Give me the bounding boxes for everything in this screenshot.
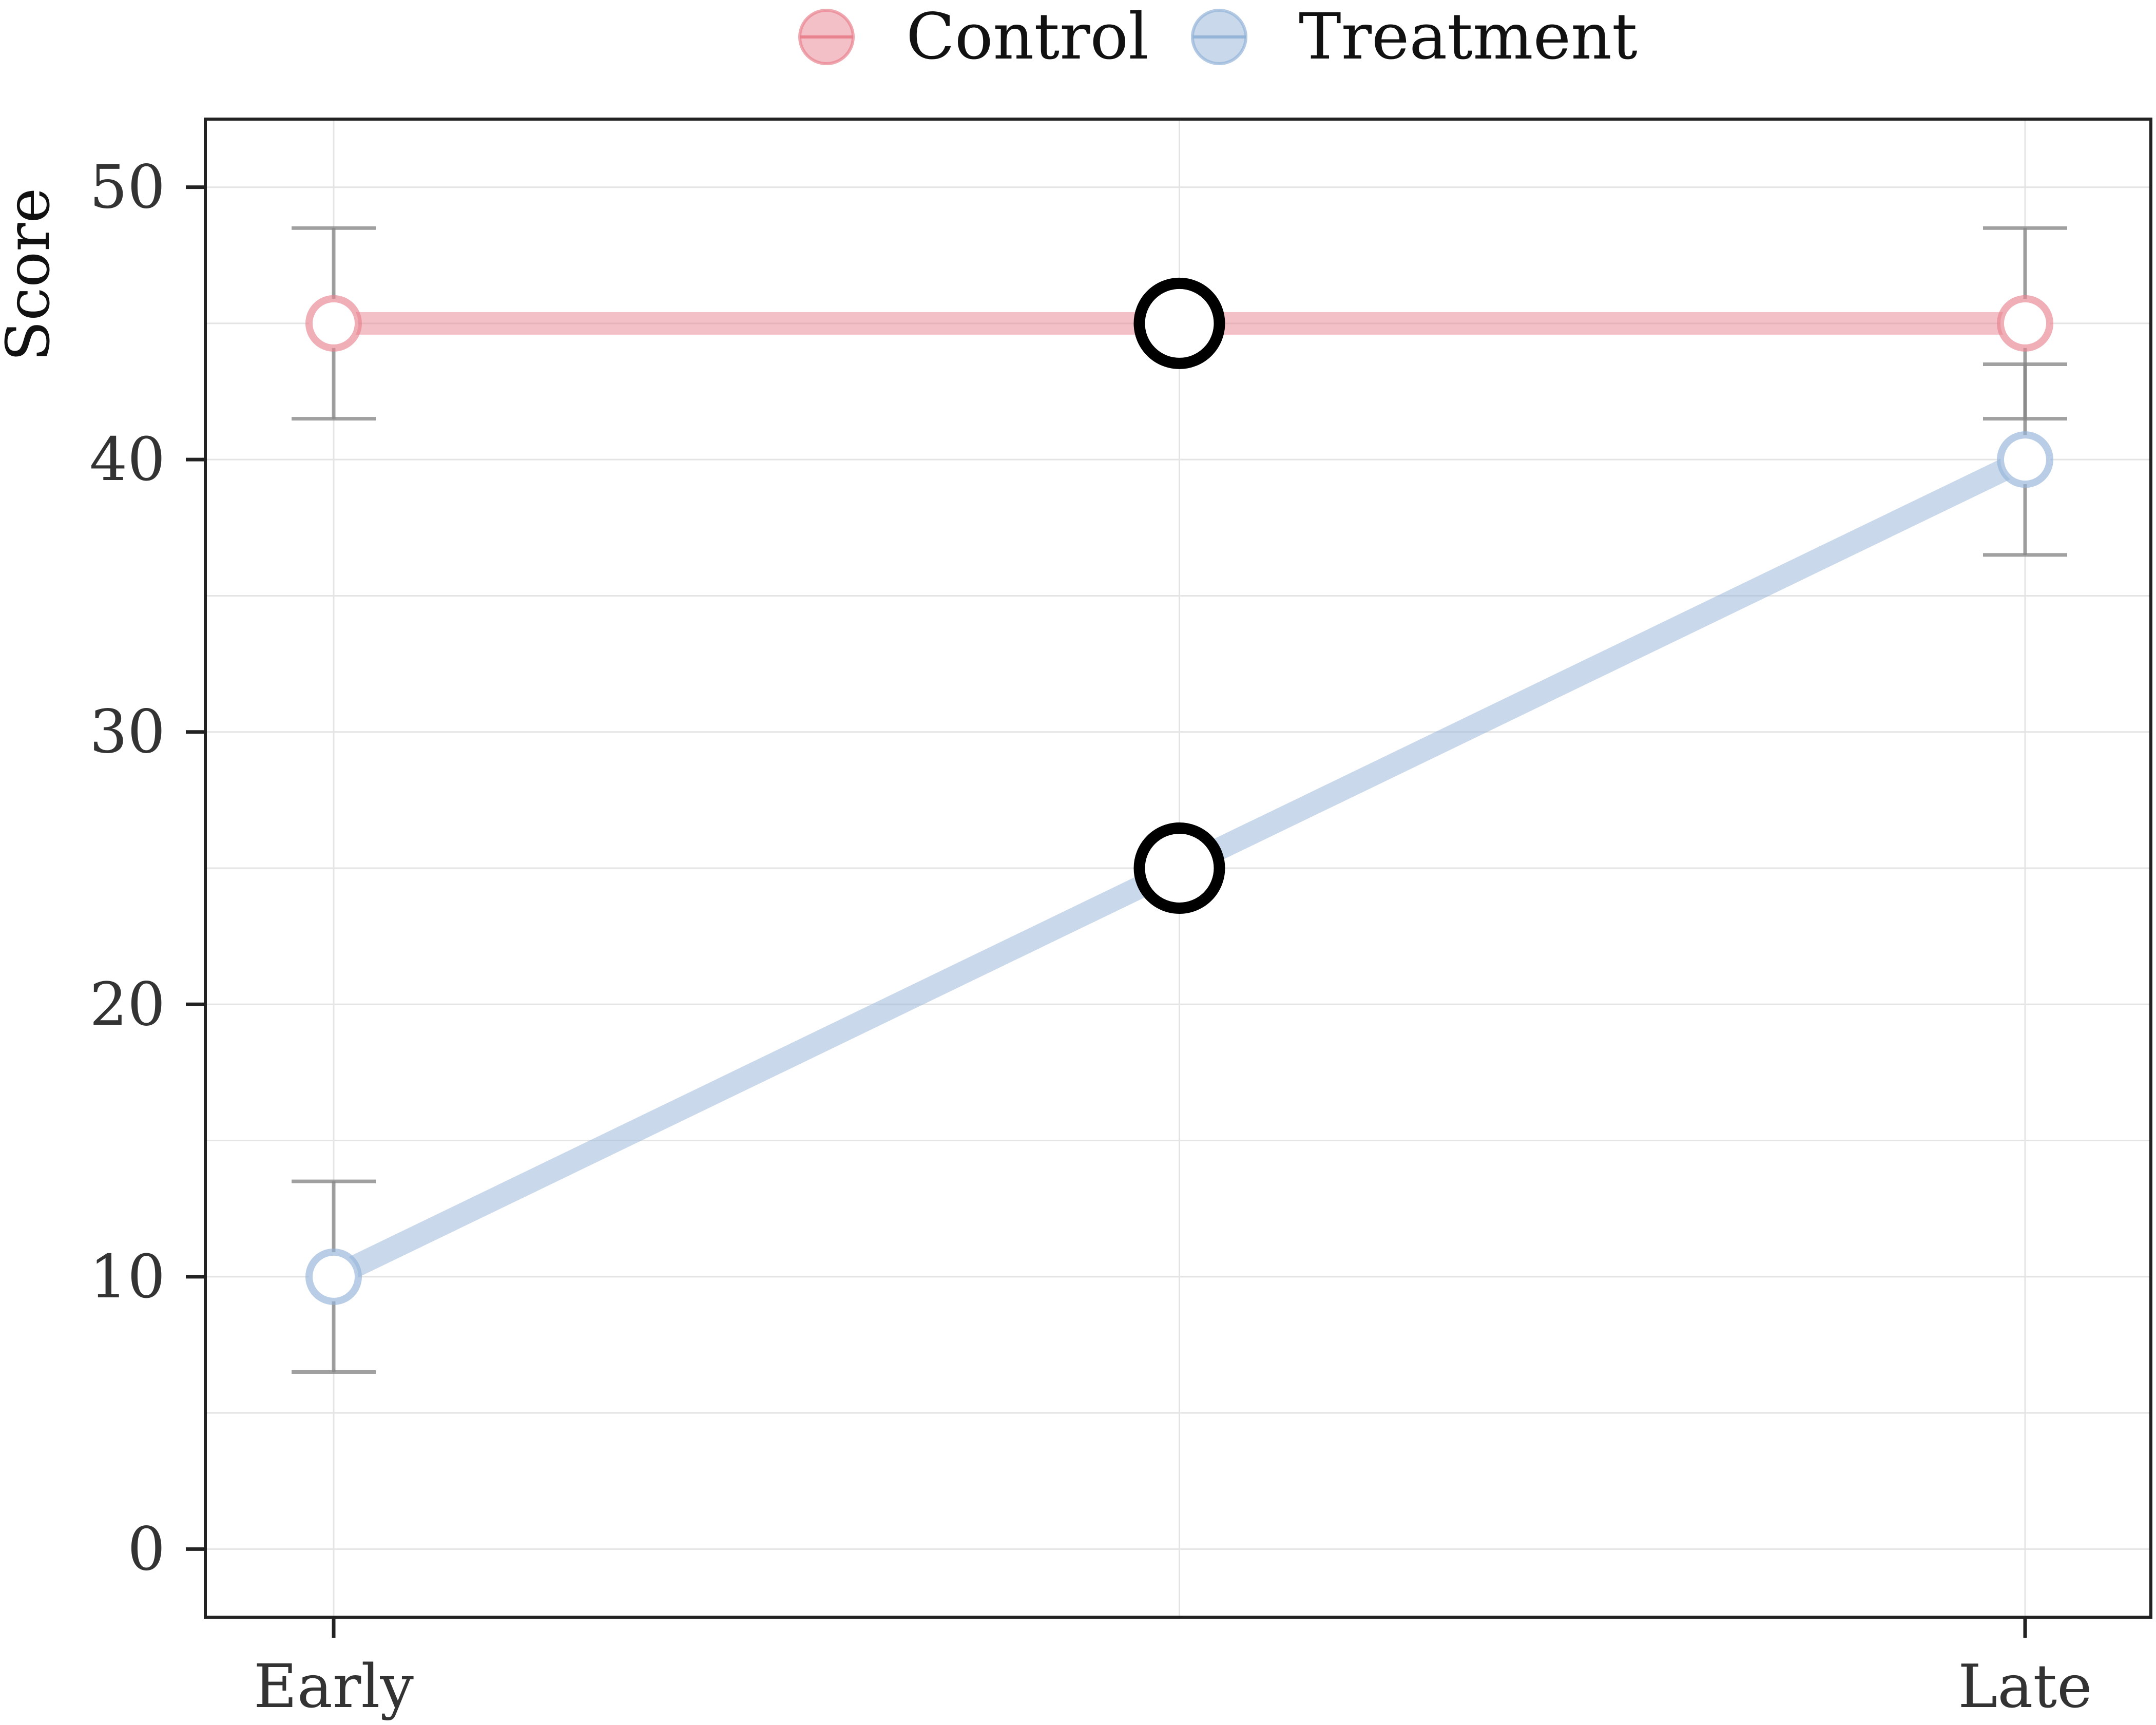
- y-tick-label: 0: [127, 1515, 165, 1584]
- axes: 0 10 20 30 40 50 Early Late: [89, 153, 2092, 1721]
- y-tick-label: 30: [89, 698, 165, 767]
- data-point-treatment: [1997, 431, 2053, 488]
- y-tick-label: 50: [89, 153, 165, 222]
- data-point-control: [1997, 295, 2053, 352]
- highlight-point-treatment: [1133, 822, 1225, 914]
- y-axis-title: Score: [0, 188, 63, 361]
- legend: Control Treatment: [798, 0, 1638, 74]
- y-tick-label: 10: [89, 1242, 165, 1312]
- highlight-layer: [1133, 277, 1225, 914]
- plot-frame: [204, 118, 2152, 1619]
- legend-label: Control: [906, 0, 1149, 74]
- y-tick-label: 40: [89, 425, 165, 494]
- legend-item-control: Control: [798, 0, 1149, 74]
- x-tick-label: Late: [1958, 1652, 2092, 1721]
- legend-item-treatment: Treatment: [1191, 0, 1638, 74]
- x-tick-label: Early: [254, 1652, 414, 1721]
- data-point-treatment: [305, 1248, 362, 1305]
- y-tick-label: 20: [89, 970, 165, 1039]
- data-point-control: [305, 295, 362, 352]
- legend-label: Treatment: [1299, 0, 1638, 74]
- highlight-point-control: [1133, 277, 1225, 369]
